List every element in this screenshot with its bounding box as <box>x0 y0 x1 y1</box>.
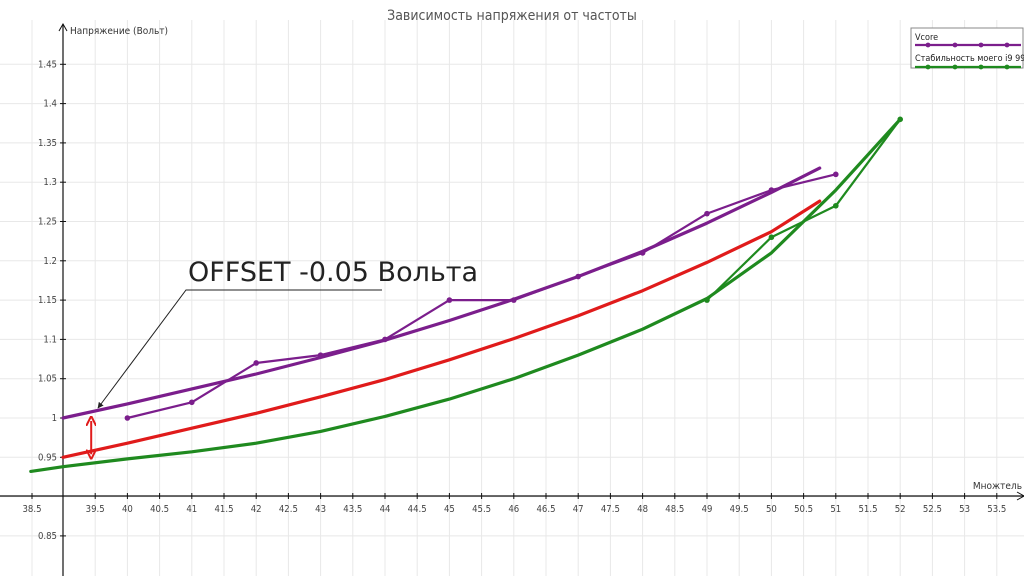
series-0-point <box>446 297 453 303</box>
y-tick-label: 1 <box>52 413 57 424</box>
x-tick-label: 46.5 <box>536 504 555 515</box>
x-tick-label: 48 <box>637 504 648 515</box>
y-tick-label: 1.25 <box>38 217 57 228</box>
y-tick-label: 1.4 <box>43 99 57 110</box>
x-tick-label: 51.5 <box>858 504 877 515</box>
legend-label-stability: Стабильность моего i9 9900k <box>915 53 1024 64</box>
y-tick-label: 1.2 <box>43 256 57 267</box>
legend-swatch-point <box>952 64 958 70</box>
legend-box <box>910 27 1024 69</box>
y-tick-label: 1.35 <box>38 138 57 149</box>
series-1-point <box>897 116 903 123</box>
x-tick-label: 50.5 <box>794 504 813 515</box>
y-tick-label: 1.05 <box>38 374 57 385</box>
annotation-leader-line <box>97 289 382 409</box>
x-tick-label: 47.5 <box>601 504 620 515</box>
y-tick-label: 1.3 <box>43 177 57 188</box>
x-tick-label: 49.5 <box>730 504 749 515</box>
y-tick-labels: 1.45 1.4 1.35 1.3 1.25 1.2 1.15 1.1 1.05 1 0.95 0.8… <box>38 59 66 542</box>
data-series <box>124 116 903 421</box>
legend-swatch-point <box>925 64 931 70</box>
series-0-point <box>124 415 131 421</box>
legend-line-vcore <box>915 42 1021 48</box>
trendlines <box>29 117 902 473</box>
x-tick-label: 48.5 <box>665 504 684 515</box>
series-0-point <box>189 399 195 406</box>
y-tick-label: 1.45 <box>38 59 57 70</box>
series-0-point <box>704 210 710 217</box>
legend-swatch-point <box>952 42 958 48</box>
x-tick-label: 41.5 <box>214 504 233 515</box>
series-line-1 <box>706 118 902 301</box>
x-tick-label: 50 <box>766 504 777 515</box>
legend-swatch-point <box>1004 64 1010 70</box>
series-0-point <box>253 360 259 366</box>
x-axis-arrow <box>1016 491 1024 501</box>
x-tick-labels: 38.5 39.5 40 40.5 41 41.5 42 42.5 43 43.5 44 44.5 45… <box>22 493 1006 515</box>
x-tick-label: 47 <box>573 504 584 515</box>
trendline-2 <box>29 117 902 473</box>
series-0-point <box>575 273 581 280</box>
x-tick-label: 44 <box>380 504 391 515</box>
x-tick-label: 39.5 <box>86 504 105 515</box>
offset-annotation-text: OFFSET -0.05 Вольта <box>188 257 478 288</box>
series-0-point <box>833 171 839 178</box>
x-tick-label: 40.5 <box>150 504 169 515</box>
x-tick-label: 42.5 <box>279 504 298 515</box>
offset-annotation: OFFSET -0.05 Вольта <box>91 257 478 454</box>
y-tick-label: 0.95 <box>38 452 57 463</box>
x-tick-label: 43.5 <box>343 504 362 515</box>
series-1-point <box>833 202 839 209</box>
x-tick-label: 45.5 <box>472 504 491 515</box>
series-1-point <box>704 297 710 303</box>
series-0-point <box>511 297 517 303</box>
trendline-1 <box>61 199 822 459</box>
legend-label-vcore: Vcore <box>915 33 938 43</box>
chart-title: Зависимость напряжения от частоты <box>387 8 637 24</box>
series-0-point <box>382 336 388 343</box>
y-axis-arrow <box>58 22 68 32</box>
y-tick-label: 1.1 <box>43 334 57 345</box>
x-tick-label: 43 <box>315 504 326 515</box>
y-tick-label: 1.15 <box>38 295 57 306</box>
legend: Vcore Стабильность моего i9 9900k <box>910 27 1024 70</box>
series-0-point <box>317 352 324 358</box>
legend-line-stability <box>915 64 1021 70</box>
legend-swatch-point <box>925 42 931 48</box>
x-tick-label: 42 <box>251 504 262 515</box>
legend-swatch-point <box>978 42 984 48</box>
legend-swatch-point <box>1004 42 1010 48</box>
x-tick-label: 40 <box>122 504 133 515</box>
x-tick-label: 46 <box>508 504 519 515</box>
series-0-point <box>768 187 775 193</box>
x-axis-label: Множтель <box>973 481 1022 492</box>
x-tick-label: 53.5 <box>987 504 1006 515</box>
x-tick-label: 53 <box>959 504 970 515</box>
x-tick-label: 51 <box>830 504 841 515</box>
x-tick-label: 52.5 <box>923 504 942 515</box>
x-tick-label: 44.5 <box>408 504 427 515</box>
y-tick-label: 0.85 <box>38 531 57 542</box>
y-axis-label: Напряжение (Вольт) <box>70 26 168 37</box>
series-0-point <box>639 250 646 256</box>
x-tick-label: 52 <box>895 504 906 515</box>
trendline-0 <box>61 166 822 420</box>
x-tick-label: 41 <box>186 504 197 515</box>
x-tick-label: 49 <box>702 504 713 515</box>
series-line-0 <box>127 173 837 420</box>
x-tick-label: 45 <box>444 504 455 515</box>
legend-swatch-point <box>978 64 984 70</box>
x-tick-label: 38.5 <box>22 504 41 515</box>
series-1-point <box>768 234 775 241</box>
